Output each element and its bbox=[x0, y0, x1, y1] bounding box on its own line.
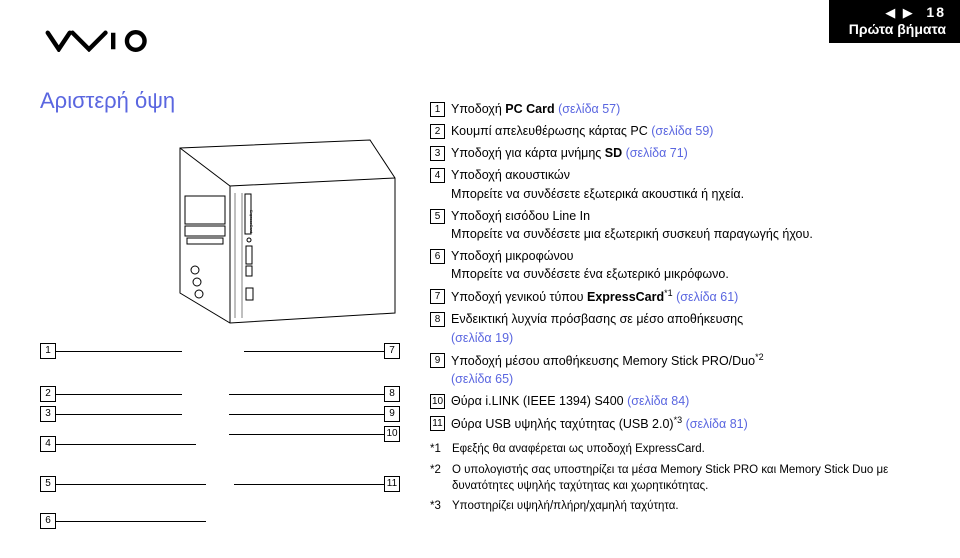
item-number: 4 bbox=[430, 168, 445, 183]
footnote: *3Υποστηρίζει υψηλή/πλήρη/χαμηλή ταχύτητ… bbox=[430, 498, 940, 514]
nav-arrows[interactable]: ◀ ▶ bbox=[885, 5, 915, 20]
item-body: Κουμπί απελευθέρωσης κάρτας PC (σελίδα 5… bbox=[451, 122, 940, 140]
page-link[interactable]: (σελίδα 61) bbox=[673, 290, 739, 304]
item-body: Υποδοχή PC Card (σελίδα 57) bbox=[451, 100, 940, 118]
item-number: 5 bbox=[430, 209, 445, 224]
list-item: 9 Υποδοχή μέσου αποθήκευσης Memory Stick … bbox=[430, 351, 940, 388]
vaio-logo bbox=[40, 30, 160, 57]
header: ◀ ▶ 18 Πρώτα βήματα bbox=[829, 0, 960, 43]
item-number: 11 bbox=[430, 416, 445, 431]
list-item: 6 Υποδοχή μικροφώνουΜπορείτε να συνδέσετε… bbox=[430, 247, 940, 283]
footnotes: *1Εφεξής θα αναφέρεται ως υποδοχή Expres… bbox=[430, 441, 940, 513]
page-link[interactable]: (σελίδα 59) bbox=[648, 124, 714, 138]
page-link[interactable]: (σελίδα 84) bbox=[624, 394, 690, 408]
item-number: 8 bbox=[430, 312, 445, 327]
item-list: 1 Υποδοχή PC Card (σελίδα 57) 2 Κουμπί απελ… bbox=[430, 100, 940, 518]
page-link[interactable]: (σελίδα 19) bbox=[451, 329, 940, 347]
list-item: 3 Υποδοχή για κάρτα μνήμης SD (σελίδα 71) bbox=[430, 144, 940, 162]
section-title: Αριστερή όψη bbox=[40, 88, 175, 114]
callout: 1 bbox=[40, 343, 56, 359]
breadcrumb: Πρώτα βήματα bbox=[849, 21, 946, 37]
list-item: 11 Θύρα USB υψηλής ταχύτητας (USB 2.0)*3 … bbox=[430, 414, 940, 433]
page-link[interactable]: (σελίδα 71) bbox=[622, 146, 688, 160]
page-number: 18 bbox=[926, 4, 946, 20]
list-item: 10 Θύρα i.LINK (IEEE 1394) S400 (σελίδα 8… bbox=[430, 392, 940, 410]
item-number: 9 bbox=[430, 353, 445, 368]
item-body: Θύρα i.LINK (IEEE 1394) S400 (σελίδα 84) bbox=[451, 392, 940, 410]
callout: 4 bbox=[40, 436, 56, 452]
callout: 6 bbox=[40, 513, 56, 529]
list-item: 5 Υποδοχή εισόδου Line InΜπορείτε να συνδ… bbox=[430, 207, 940, 243]
item-body: Ενδεικτική λυχνία πρόσβασης σε μέσο αποθ… bbox=[451, 310, 940, 346]
list-item: 7 Υποδοχή γενικού τύπου ExpressCard*1 (σε… bbox=[430, 287, 940, 306]
callout: 3 bbox=[40, 406, 56, 422]
list-item: 8 Ενδεικτική λυχνία πρόσβασης σε μέσο απο… bbox=[430, 310, 940, 346]
callout: 2 bbox=[40, 386, 56, 402]
svg-text:ExpressCard: ExpressCard bbox=[249, 210, 254, 233]
item-body: Υποδοχή γενικού τύπου ExpressCard*1 (σελ… bbox=[451, 287, 940, 306]
item-body: Υποδοχή ακουστικώνΜπορείτε να συνδέσετε … bbox=[451, 166, 940, 202]
list-item: 1 Υποδοχή PC Card (σελίδα 57) bbox=[430, 100, 940, 118]
list-item: 2 Κουμπί απελευθέρωσης κάρτας PC (σελίδα … bbox=[430, 122, 940, 140]
item-body: Υποδοχή εισόδου Line InΜπορείτε να συνδέ… bbox=[451, 207, 940, 243]
footnote: *1Εφεξής θα αναφέρεται ως υποδοχή Expres… bbox=[430, 441, 940, 457]
item-number: 7 bbox=[430, 289, 445, 304]
item-body: Υποδοχή για κάρτα μνήμης SD (σελίδα 71) bbox=[451, 144, 940, 162]
item-number: 3 bbox=[430, 146, 445, 161]
footnote: *2Ο υπολογιστής σας υποστηρίζει τα μέσα … bbox=[430, 462, 940, 494]
item-number: 6 bbox=[430, 249, 445, 264]
list-item: 4 Υποδοχή ακουστικώνΜπορείτε να συνδέσετε… bbox=[430, 166, 940, 202]
page-link[interactable]: (σελίδα 81) bbox=[682, 417, 748, 431]
device-diagram: ExpressCard 1234567891011 bbox=[40, 128, 400, 528]
item-number: 1 bbox=[430, 102, 445, 117]
device-outline: ExpressCard bbox=[170, 138, 400, 328]
page-link[interactable]: (σελίδα 65) bbox=[451, 370, 940, 388]
item-body: Θύρα USB υψηλής ταχύτητας (USB 2.0)*3 (σ… bbox=[451, 414, 940, 433]
callout: 5 bbox=[40, 476, 56, 492]
item-body: Υποδοχή μέσου αποθήκευσης Memory Stick P… bbox=[451, 351, 940, 388]
page-link[interactable]: (σελίδα 57) bbox=[555, 102, 621, 116]
item-body: Υποδοχή μικροφώνουΜπορείτε να συνδέσετε … bbox=[451, 247, 940, 283]
item-number: 2 bbox=[430, 124, 445, 139]
item-number: 10 bbox=[430, 394, 445, 409]
